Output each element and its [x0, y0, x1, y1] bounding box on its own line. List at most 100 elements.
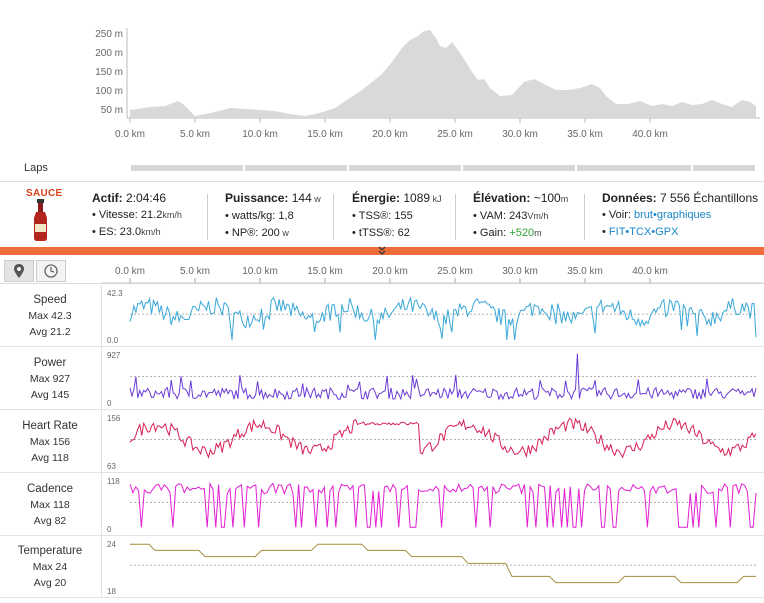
row-divider	[101, 473, 102, 536]
power-unit: w	[314, 194, 321, 204]
gain-value: +520	[509, 227, 535, 239]
distance-tick: 25.0 km	[437, 266, 473, 277]
stream-top-value: 927	[107, 351, 121, 360]
lap-bar[interactable]	[131, 165, 243, 171]
power-value: 144	[291, 191, 312, 205]
bottle-icon	[34, 199, 47, 241]
elevation-profile-chart[interactable]: 250 m 200 m 150 m 100 m 50 m 0.0 km 5.0 km 10.…	[0, 0, 764, 150]
stream-chart-hr[interactable]: 156 63	[102, 410, 762, 473]
stream-label: Temperature Max 24 Avg 20	[0, 543, 100, 591]
data-stats: Données: 7 556 Échantillons • Voir: brut…	[602, 191, 759, 238]
view-separator: •	[652, 209, 657, 221]
stream-bottom-value: 0	[107, 399, 112, 408]
laps-row: Laps	[0, 158, 764, 180]
elevation-x-tick: 25.0 km	[437, 129, 473, 140]
stream-avg: Avg 82	[33, 514, 67, 527]
wkg-value: 1,8	[278, 210, 294, 222]
laps-label: Laps	[24, 162, 48, 174]
stream-line-hr	[129, 417, 757, 459]
vam-unit: Vm/h	[527, 211, 549, 221]
stream-avg: Avg 145	[30, 388, 70, 401]
speed-label: Vitesse:	[98, 209, 138, 221]
speed-unit: km/h	[162, 210, 182, 220]
activity-summary: SAUCE Actif: 2:04:46 • Vitesse: 21.2km/h…	[0, 181, 764, 247]
collapse-chevron-icon[interactable]	[376, 244, 388, 256]
distance-tick: 10.0 km	[242, 266, 278, 277]
elevation-x-tick: 40.0 km	[632, 129, 668, 140]
samples-count: 7 556	[660, 191, 691, 205]
distance-tick: 0.0 km	[115, 266, 145, 277]
lap-bar[interactable]	[463, 165, 575, 171]
elevation-x-tick: 20.0 km	[372, 129, 408, 140]
view-label: Voir:	[608, 209, 631, 221]
map-pin-button[interactable]	[4, 260, 34, 282]
sauce-logo: SAUCE	[22, 188, 62, 244]
np-value: 200	[261, 227, 280, 239]
stream-title: Power	[33, 356, 67, 369]
stream-chart-temp[interactable]: 24 18	[102, 536, 762, 598]
stream-chart-cadence[interactable]: 118 0	[102, 473, 762, 536]
lap-bar[interactable]	[245, 165, 347, 171]
es-label: ES:	[98, 226, 117, 238]
stream-avg: Avg 118	[31, 451, 69, 464]
stream-max: Max 927	[29, 372, 71, 385]
elevation-x-tick: 30.0 km	[502, 129, 538, 140]
stream-top-value: 42.3	[107, 289, 123, 298]
lap-bar[interactable]	[577, 165, 691, 171]
summary-separator	[207, 194, 208, 240]
elevation-x-tick: 0.0 km	[115, 129, 145, 140]
stream-bottom-value: 0	[107, 525, 112, 534]
stream-label: Heart Rate Max 156 Avg 118	[0, 418, 100, 466]
export-tcx-link[interactable]: TCX	[629, 226, 652, 238]
power-title: Puissance:	[225, 191, 289, 205]
data-title: Données:	[602, 191, 657, 205]
lap-bar[interactable]	[693, 165, 755, 171]
export-fit-link[interactable]: FIT	[608, 226, 626, 238]
elevation-x-tick: 5.0 km	[180, 129, 210, 140]
elevation-value: ~100	[533, 191, 561, 205]
stream-label: Power Max 927 Avg 145	[0, 355, 100, 403]
stream-row-hr: Heart Rate Max 156 Avg 118 156 63	[0, 410, 764, 473]
np-unit: w	[282, 228, 289, 238]
time-axis-button[interactable]	[36, 260, 66, 282]
map-pin-icon	[14, 264, 24, 278]
stream-chart-power[interactable]: 927 0	[102, 347, 762, 410]
active-time: 2:04:46	[126, 191, 167, 205]
gain-label: Gain:	[479, 227, 507, 239]
stream-max: Max 24	[32, 561, 68, 573]
view-raw-link[interactable]: brut	[634, 209, 653, 221]
energy-title: Énergie:	[352, 191, 401, 205]
stream-title: Cadence	[26, 482, 74, 495]
vam-label: VAM:	[479, 210, 506, 222]
stream-avg: Avg 20	[33, 577, 67, 589]
export-gpx-link[interactable]: GPX	[655, 226, 679, 238]
wkg-label: watts/kg:	[231, 210, 276, 222]
elevation-y-tick: 200 m	[95, 48, 123, 59]
stream-row-cadence: Cadence Max 118 Avg 82 118 0	[0, 473, 764, 536]
ttss-value: 62	[397, 227, 410, 239]
view-graphs-link[interactable]: graphiques	[656, 209, 712, 221]
np-label: NP®:	[231, 227, 259, 239]
row-divider	[101, 536, 102, 598]
es-value: 23.0	[119, 226, 142, 238]
active-title: Actif:	[92, 191, 123, 205]
distance-tick: 5.0 km	[180, 266, 210, 277]
resize-divider[interactable]	[0, 244, 764, 256]
elevation-x-tick: 15.0 km	[307, 129, 343, 140]
row-divider	[101, 285, 102, 347]
speed-value: 21.2	[140, 209, 163, 221]
summary-separator	[455, 194, 456, 240]
stream-line-temp	[130, 543, 756, 584]
stream-title: Temperature	[17, 545, 83, 557]
stream-chart-speed[interactable]: 42.3 0.0	[102, 285, 762, 347]
energy-value: 1089	[403, 191, 431, 205]
active-stats: Actif: 2:04:46 • Vitesse: 21.2km/h • ES:…	[92, 191, 182, 238]
energy-unit: kJ	[432, 194, 442, 204]
stream-row-power: Power Max 927 Avg 145 927 0	[0, 347, 764, 410]
stream-row-speed: Speed Max 42.3 Avg 21.2 42.3 0.0	[0, 285, 764, 347]
logo-text: SAUCE	[26, 188, 63, 199]
lap-bar[interactable]	[349, 165, 461, 171]
elevation-y-tick: 100 m	[95, 86, 123, 97]
stream-top-value: 156	[107, 414, 121, 423]
distance-tick: 40.0 km	[632, 266, 668, 277]
